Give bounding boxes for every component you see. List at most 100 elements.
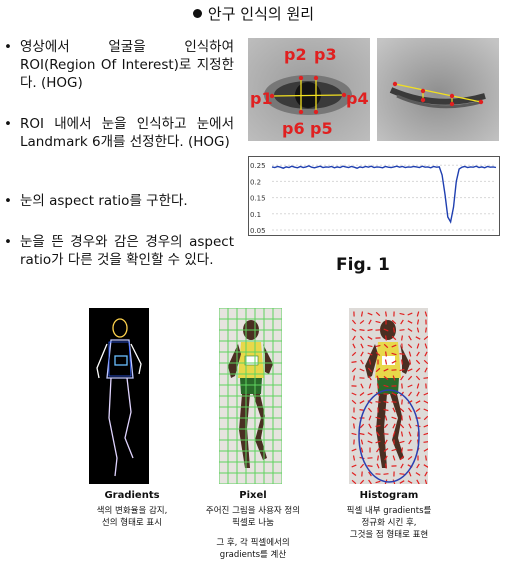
orientation-dash bbox=[407, 328, 413, 332]
orientation-dash bbox=[375, 367, 381, 373]
orientation-dash bbox=[408, 423, 412, 429]
orientation-dash bbox=[408, 391, 412, 397]
orientation-dash bbox=[367, 407, 373, 413]
orientation-dash bbox=[423, 441, 428, 443]
open-eye-image: p1 p2 p3 p4 p5 p6 bbox=[248, 38, 370, 141]
orientation-dash bbox=[359, 319, 365, 325]
orientation-dash bbox=[401, 335, 403, 341]
orientation-dash bbox=[416, 463, 420, 469]
orientation-dash bbox=[401, 447, 403, 453]
orientation-dash bbox=[368, 383, 372, 389]
orientation-dash bbox=[385, 351, 387, 357]
series-line bbox=[271, 165, 497, 224]
orientation-dash bbox=[399, 440, 405, 444]
orientation-dash bbox=[351, 448, 357, 452]
orientation-dash bbox=[416, 319, 420, 325]
orientation-dash bbox=[392, 407, 396, 413]
orientation-dash bbox=[384, 439, 388, 445]
landmark-label-p5: p5 bbox=[310, 119, 333, 138]
orientation-dash bbox=[391, 360, 397, 364]
orientation-dash bbox=[377, 455, 379, 461]
orientation-dash bbox=[383, 368, 389, 372]
orientation-dash bbox=[376, 463, 380, 469]
orientation-dash bbox=[351, 351, 357, 357]
bullet-item-2: • ROI 내에서 눈을 인식하고 눈에서 Landmark 6개를 선정한다.… bbox=[4, 116, 234, 150]
orientation-dash bbox=[408, 359, 412, 365]
orientation-dash bbox=[408, 415, 412, 421]
orientation-dash bbox=[367, 312, 373, 316]
orientation-dash bbox=[360, 383, 364, 389]
figure-label: Fig. 1 bbox=[336, 255, 390, 275]
aspect-ratio-chart: 0.25 0.2 0.15 0.1 0.05 bbox=[248, 156, 500, 236]
orientation-dash bbox=[391, 416, 397, 420]
orientation-dash bbox=[359, 329, 365, 331]
gradients-caption: Gradients 색의 변화율을 감지, 선의 형태로 표시 bbox=[96, 490, 168, 528]
orientation-dash bbox=[424, 367, 428, 373]
bullet-item-1: • 영상에서 얼굴을 인식하여 ROI(Region Of Interest)로… bbox=[4, 39, 234, 91]
orientation-dash bbox=[416, 351, 420, 357]
orientation-dash bbox=[376, 375, 380, 381]
orientation-dash bbox=[392, 375, 396, 381]
orientation-dash bbox=[368, 319, 372, 325]
orientation-dash bbox=[399, 423, 405, 429]
orientation-dash bbox=[424, 471, 428, 477]
orientation-dash bbox=[392, 423, 396, 429]
y-tick-label: 0.1 bbox=[250, 211, 261, 219]
orientation-dash bbox=[353, 375, 355, 381]
orientation-dash bbox=[416, 391, 420, 397]
orientation-dash bbox=[375, 416, 381, 420]
orientation-dash bbox=[367, 367, 373, 373]
orientation-dash bbox=[359, 423, 365, 429]
orientation-dash bbox=[367, 336, 373, 340]
orientation-dash bbox=[359, 335, 365, 341]
orientation-dash bbox=[424, 479, 428, 484]
orientation-dash bbox=[399, 473, 405, 475]
orientation-dash bbox=[368, 375, 372, 381]
bullet-item-3: • 눈의 aspect ratio를 구한다. bbox=[4, 193, 188, 209]
orientation-dash bbox=[367, 440, 373, 444]
orientation-dash bbox=[383, 375, 389, 381]
orientation-dash bbox=[375, 320, 381, 324]
orientation-dash bbox=[352, 335, 356, 341]
orientation-dash bbox=[368, 471, 372, 477]
orientation-dash bbox=[368, 359, 372, 365]
orientation-dash bbox=[368, 423, 372, 429]
orientation-dash bbox=[353, 423, 355, 429]
orientation-dash bbox=[383, 343, 389, 349]
orientation-dash bbox=[368, 415, 372, 421]
orientation-dash bbox=[351, 392, 357, 396]
orientation-dash bbox=[383, 423, 389, 429]
orientation-dash bbox=[416, 479, 420, 484]
bullet-dot-icon bbox=[192, 9, 202, 18]
orientation-dash bbox=[360, 359, 364, 365]
orientation-dash bbox=[375, 401, 381, 403]
orientation-dash bbox=[385, 311, 387, 317]
orientation-dash bbox=[376, 383, 380, 389]
orientation-dash bbox=[400, 375, 404, 381]
orientation-dash bbox=[383, 384, 389, 388]
orientation-dash bbox=[383, 400, 389, 404]
orientation-dash bbox=[375, 351, 381, 357]
histogram-image bbox=[349, 308, 428, 484]
landmark-label-p3: p3 bbox=[314, 45, 337, 64]
orientation-dash bbox=[393, 327, 395, 333]
orientation-dash bbox=[415, 400, 421, 404]
orientation-dash bbox=[351, 399, 357, 405]
orientation-dash bbox=[385, 335, 387, 341]
orientation-dash bbox=[359, 392, 365, 396]
orientation-dash bbox=[351, 319, 357, 325]
orientation-dash bbox=[407, 320, 413, 324]
orientation-dash bbox=[352, 455, 356, 461]
orientation-dash bbox=[367, 352, 373, 356]
orientation-dash bbox=[407, 384, 413, 388]
orientation-dash bbox=[400, 319, 404, 325]
orientation-dash bbox=[399, 368, 405, 372]
orientation-dash bbox=[407, 375, 413, 381]
orientation-dash bbox=[408, 407, 412, 413]
orientation-dash bbox=[415, 336, 421, 340]
y-tick-label: 0.25 bbox=[250, 162, 266, 170]
orientation-dash bbox=[351, 432, 357, 436]
orientation-dash bbox=[423, 464, 428, 468]
orientation-dash bbox=[375, 424, 381, 428]
orientation-dash bbox=[407, 455, 413, 461]
